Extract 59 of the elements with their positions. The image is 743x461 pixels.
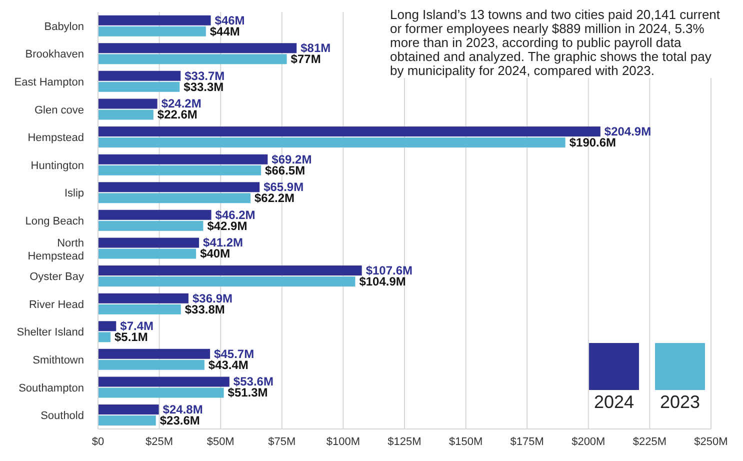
bar: [98, 304, 181, 314]
y-tick-label: Glen cove: [34, 104, 84, 116]
bar: [98, 210, 212, 220]
bar: [98, 110, 154, 120]
y-tick-label: Islip: [64, 188, 84, 200]
x-tick-label: $100M: [326, 436, 360, 448]
x-tick-label: $125M: [388, 436, 422, 448]
y-tick-label: Hempstead: [28, 132, 84, 144]
bar: [98, 321, 116, 332]
bar: [98, 82, 180, 92]
x-tick-label: $225M: [632, 436, 667, 448]
bar: [98, 388, 224, 398]
y-tick-label: Oyster Bay: [30, 271, 84, 284]
bar: [98, 220, 204, 231]
y-tick-label: River Head: [28, 298, 84, 311]
bar: [98, 43, 297, 54]
y-tick-label: Southampton: [18, 382, 84, 394]
bar: [98, 404, 159, 415]
bar: [98, 193, 251, 204]
annotation: Long Island’s 13 towns and two cities paid 20,141 current or former employees nearly $889 million in 2024, 5.3% more than in 2023, according to public payroll data obtained and analyzed. The graphic shows the total pay by municipality for 2024, compared with 2023.: [390, 7, 725, 78]
bar: [98, 360, 204, 370]
bar: [98, 126, 600, 137]
bar: [98, 182, 260, 192]
y-tick-label: Shelter Island: [16, 326, 84, 339]
x-tick-label: $200M: [572, 436, 606, 448]
bar: [98, 26, 206, 36]
bar: [98, 98, 158, 109]
bar: [98, 15, 211, 26]
bar: [98, 276, 356, 287]
bar: [98, 376, 230, 387]
y-tick-label: Huntington: [30, 160, 84, 172]
bar: [98, 416, 156, 426]
x-tick-label: $25M: [146, 436, 174, 448]
x-tick-label: $75M: [268, 436, 296, 448]
x-tick-label: $0: [92, 436, 104, 448]
bar: [98, 238, 200, 248]
bar: [98, 165, 262, 176]
y-tick-label: Brookhaven: [25, 48, 84, 61]
bar: [98, 70, 181, 81]
y-tick-label: East Hampton: [14, 76, 84, 88]
y-tick-label: Long Beach: [25, 216, 84, 228]
text: 2023: [660, 392, 700, 413]
y-tick-label: Smithtown: [32, 354, 84, 366]
y-tick-label: Babylon: [44, 20, 84, 33]
bar: [98, 54, 287, 64]
bar: [98, 293, 188, 304]
x-tick-label: $175M: [510, 436, 544, 448]
bar: [98, 348, 210, 359]
x-tick-label: $150M: [448, 436, 483, 448]
bar: [98, 332, 111, 342]
text: 2024: [594, 392, 634, 413]
y-tick-label: Southold: [40, 410, 84, 422]
bar: [98, 266, 362, 276]
x-tick-label: $250M: [694, 436, 728, 448]
y-tick-label: North Hempstead: [28, 237, 84, 262]
bar: [98, 154, 268, 164]
bar: [98, 248, 196, 259]
x-tick-label: $50M: [206, 436, 234, 448]
bar: [98, 138, 566, 148]
